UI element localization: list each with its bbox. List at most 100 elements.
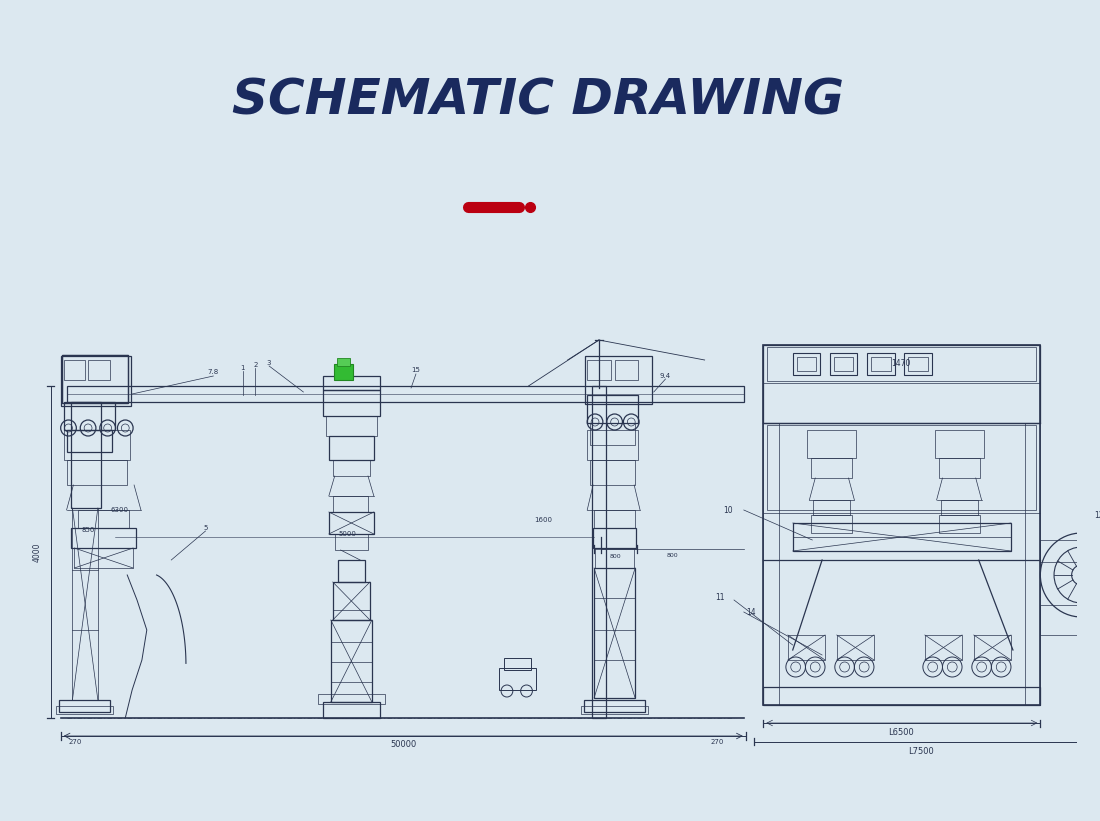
Bar — [67, 430, 111, 452]
Bar — [938, 458, 980, 478]
Bar — [585, 356, 652, 404]
Bar — [67, 460, 128, 485]
Bar — [909, 357, 927, 371]
Bar — [333, 582, 370, 620]
Bar — [935, 430, 983, 458]
Bar — [587, 430, 638, 460]
Bar — [323, 390, 379, 416]
Bar — [1041, 605, 1081, 635]
Bar — [587, 360, 610, 380]
Bar — [499, 668, 537, 690]
Bar — [594, 510, 635, 528]
Text: 2: 2 — [253, 362, 257, 368]
Bar — [768, 347, 1036, 381]
Bar — [60, 356, 131, 406]
Bar — [584, 700, 645, 712]
Text: L7500: L7500 — [909, 746, 934, 755]
Bar — [763, 345, 1041, 705]
Bar — [763, 345, 1041, 423]
Text: L6500: L6500 — [889, 727, 914, 736]
Bar — [62, 355, 129, 403]
Text: 270: 270 — [711, 739, 724, 745]
Text: SCHEMATIC DRAWING: SCHEMATIC DRAWING — [232, 76, 845, 124]
Text: 6300: 6300 — [110, 507, 129, 513]
Bar — [64, 360, 85, 380]
Bar — [331, 620, 372, 702]
Bar — [590, 423, 635, 445]
Text: 800: 800 — [609, 553, 622, 558]
Text: 270: 270 — [68, 739, 81, 745]
Bar — [333, 364, 353, 380]
Bar — [64, 430, 130, 460]
Bar — [595, 548, 635, 568]
Bar — [329, 436, 374, 460]
Bar — [587, 395, 638, 423]
Text: 1: 1 — [241, 365, 245, 371]
Bar — [763, 423, 779, 705]
Bar — [58, 700, 110, 712]
Bar — [763, 687, 1041, 705]
Bar — [73, 508, 98, 700]
Bar — [867, 353, 894, 375]
Bar — [812, 515, 852, 533]
Bar — [1041, 540, 1081, 562]
Bar — [326, 416, 377, 436]
Bar — [925, 635, 962, 660]
Bar — [581, 706, 648, 714]
Text: 10: 10 — [724, 506, 733, 515]
Text: 50000: 50000 — [390, 740, 416, 749]
Bar — [318, 694, 385, 704]
Text: 5000: 5000 — [339, 531, 356, 537]
Bar — [323, 376, 379, 390]
Text: 7.8: 7.8 — [208, 369, 219, 375]
Bar — [974, 635, 1011, 660]
Bar — [67, 386, 744, 402]
Bar — [807, 430, 856, 458]
Text: 9.4: 9.4 — [660, 373, 671, 379]
Bar — [333, 460, 370, 476]
Bar — [812, 458, 852, 478]
Bar — [904, 353, 932, 375]
Bar — [333, 496, 369, 512]
Bar — [323, 702, 379, 718]
Bar — [329, 512, 374, 534]
Text: 12: 12 — [1094, 511, 1100, 520]
Bar — [590, 460, 635, 485]
Text: 3: 3 — [267, 360, 272, 366]
Bar — [88, 360, 110, 380]
Text: 850: 850 — [81, 527, 95, 533]
Bar — [62, 355, 129, 403]
Bar — [337, 358, 351, 366]
Bar — [78, 510, 129, 528]
Bar — [796, 357, 816, 371]
Bar — [615, 360, 638, 380]
Bar — [793, 353, 821, 375]
Bar — [813, 500, 850, 515]
Bar — [592, 386, 606, 718]
Bar — [829, 353, 857, 375]
Bar — [56, 706, 112, 714]
Bar — [1025, 423, 1041, 705]
Bar — [594, 568, 635, 698]
Text: 800: 800 — [667, 553, 679, 557]
Bar — [793, 523, 1011, 551]
Text: 1600: 1600 — [535, 517, 552, 523]
Bar — [338, 560, 365, 582]
Bar — [788, 635, 825, 660]
Bar — [504, 658, 531, 670]
Bar — [871, 357, 891, 371]
Bar — [64, 402, 114, 430]
Bar — [334, 534, 368, 550]
Bar — [768, 425, 1036, 510]
Bar — [938, 515, 980, 533]
Bar — [837, 635, 874, 660]
Text: 5: 5 — [204, 525, 208, 531]
Text: 1470: 1470 — [892, 359, 911, 368]
Bar — [72, 402, 101, 508]
Text: 11: 11 — [715, 593, 724, 602]
Bar — [940, 500, 978, 515]
Text: 4000: 4000 — [33, 542, 42, 562]
Bar — [72, 528, 136, 548]
Text: 15: 15 — [411, 367, 420, 373]
Bar — [75, 548, 133, 568]
